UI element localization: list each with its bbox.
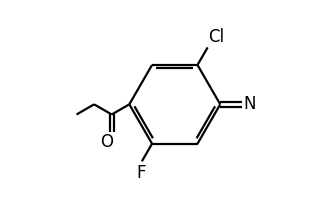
Text: F: F xyxy=(136,164,146,182)
Text: N: N xyxy=(244,95,256,113)
Text: O: O xyxy=(100,134,113,151)
Text: Cl: Cl xyxy=(208,28,224,46)
